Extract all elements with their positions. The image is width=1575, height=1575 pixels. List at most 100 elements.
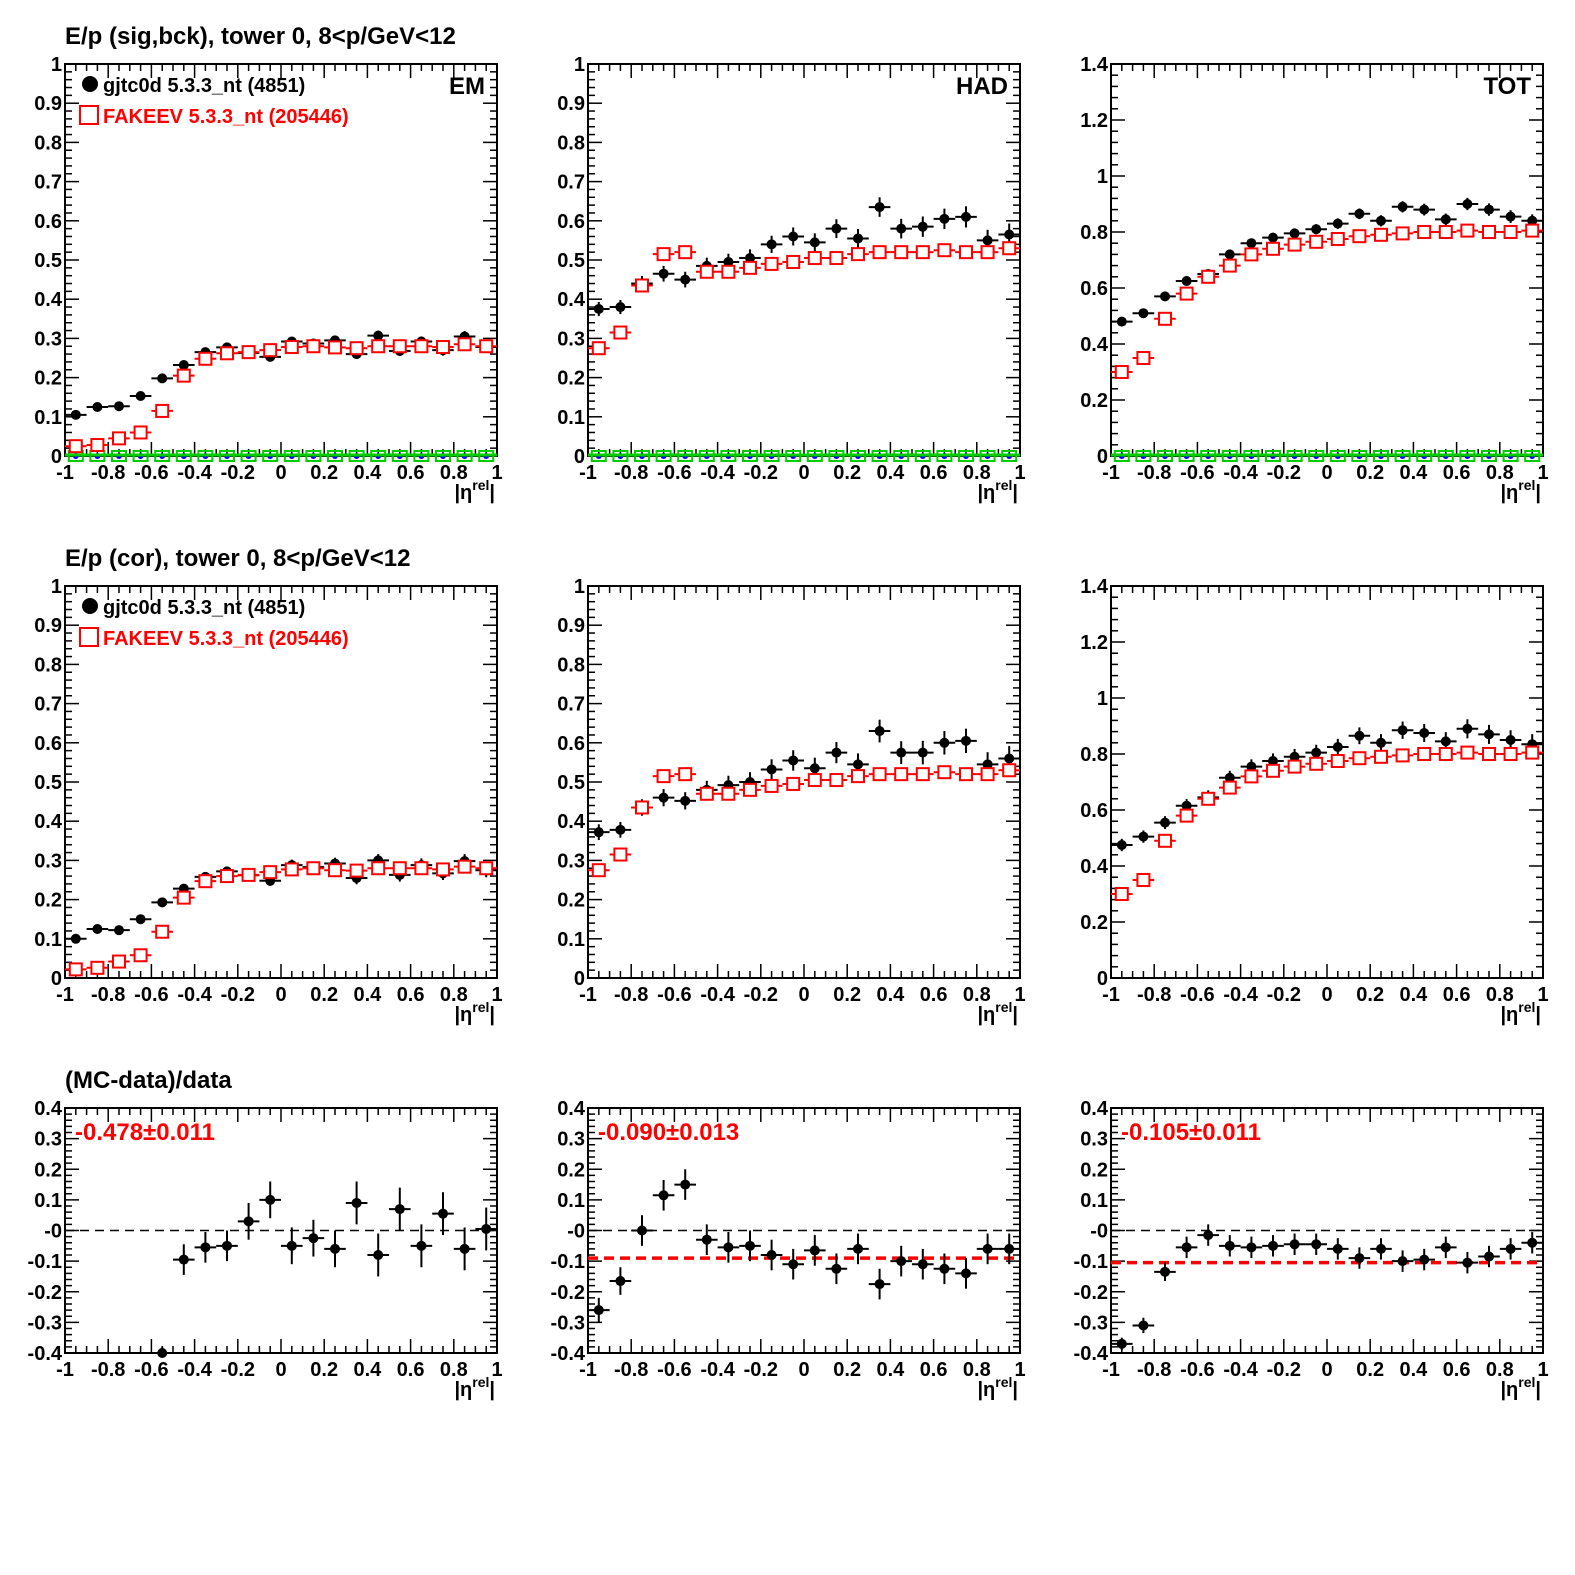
mc-point (112, 954, 126, 969)
data-point (1268, 232, 1278, 243)
y-tick-label: 0.3 (557, 850, 585, 872)
x-tick-label: 0.4 (353, 984, 382, 1006)
data-point (1138, 831, 1149, 842)
x-tick-label: -0.6 (1180, 984, 1214, 1006)
data-point (394, 1204, 405, 1215)
mc-point (392, 861, 407, 876)
data-point (1203, 1230, 1214, 1241)
mc-point (1287, 237, 1302, 252)
y-tick-label: 0.4 (1080, 1098, 1109, 1120)
y-tick-label: 0.1 (34, 407, 62, 429)
data-point (831, 223, 842, 234)
data-point (200, 1242, 211, 1253)
series-mc (1111, 745, 1543, 901)
data-point (178, 360, 189, 371)
data-point (1246, 238, 1257, 249)
mc-point (1395, 226, 1410, 241)
mc-point (591, 341, 606, 356)
x-tick-label: 0 (1321, 462, 1332, 484)
data-point (982, 1243, 993, 1254)
x-tick-label: -0.8 (614, 984, 648, 1006)
x-tick-label: -0.8 (91, 984, 125, 1006)
y-tick-label: -0.1 (1074, 1251, 1108, 1273)
data-point (351, 1197, 362, 1208)
x-tick-label: 0.6 (1443, 462, 1471, 484)
x-tick-label: -0.4 (177, 984, 212, 1006)
mc-point (155, 924, 170, 939)
mc-point (1201, 791, 1216, 806)
x-tick-label: -0.6 (1180, 462, 1214, 484)
data-point (809, 1245, 820, 1256)
x-tick-label: -0.6 (134, 984, 168, 1006)
x-tick-label: 0.8 (1486, 1359, 1514, 1381)
mc-point (1503, 747, 1518, 761)
mc-point (721, 264, 736, 279)
data-point (1354, 208, 1365, 219)
y-tick-label: 0.5 (34, 772, 62, 794)
mc-point (937, 765, 952, 780)
x-tick-label: 1 (1537, 462, 1548, 484)
mc-point (220, 869, 234, 884)
mc-point (133, 425, 148, 440)
y-tick-label: 1.4 (1080, 54, 1109, 76)
data-point (373, 330, 384, 341)
x-tick-label: 0.4 (876, 462, 905, 484)
x-tick-label: -0.4 (177, 1359, 212, 1381)
panels-group: -1 -0.8 -0.6 -0.4 -0.2 0 0.2 0.4 0.6 0.8 1 0 0.1 0.2 0… (28, 54, 1549, 1401)
x-tick-label: 0.4 (876, 1359, 905, 1381)
data-point (1376, 1243, 1386, 1254)
x-tick-label: -0.2 (744, 1359, 778, 1381)
y-tick-label: -0.3 (28, 1312, 62, 1334)
x-tick-label: -0.4 (700, 1359, 735, 1381)
data-point (788, 1259, 799, 1270)
data-point (658, 792, 669, 803)
mc-point (1352, 751, 1367, 766)
data-point (1116, 316, 1127, 327)
x-tick-label: -0.2 (221, 462, 255, 484)
data-point (1004, 753, 1015, 764)
data-point (1138, 1320, 1149, 1331)
x-tick-label: -0.6 (1180, 1359, 1214, 1381)
mc-point (1330, 232, 1345, 246)
data-point (1419, 204, 1430, 215)
y-tick-label: 0.4 (557, 811, 586, 833)
x-tick-label: 0.8 (963, 984, 991, 1006)
x-tick-label: 0 (275, 1359, 286, 1381)
y-tick-label: 1.2 (1080, 632, 1108, 654)
x-tick-label: 1 (1537, 1359, 1548, 1381)
data-point (1354, 1253, 1365, 1264)
mc-point (284, 862, 299, 877)
y-tick-label: 0.7 (34, 172, 62, 194)
mc-point (613, 847, 628, 862)
y-tick-label: -0.2 (1074, 1282, 1108, 1304)
x-tick-label: -0.2 (1267, 984, 1301, 1006)
data-point (1332, 1243, 1343, 1254)
panel-ratio-tot: -1 -0.8 -0.6 -0.4 -0.2 0 0.2 0.4 0.6 0.8 1 -0.4 -0.3… (1074, 1098, 1549, 1401)
data-point (680, 274, 691, 285)
y-tick-label: 0 (574, 968, 585, 990)
x-tick-label: 1 (491, 984, 502, 1006)
data-point (853, 759, 863, 770)
x-tick-label: -0.6 (134, 462, 168, 484)
data-point (961, 735, 971, 746)
mc-point (915, 767, 930, 782)
series-data (1111, 719, 1543, 852)
mc-point (328, 863, 342, 878)
mc-point (1114, 365, 1129, 379)
x-tick-label: 0 (1321, 984, 1332, 1006)
y-tick-label: 0.3 (557, 1129, 585, 1151)
data-point (874, 1279, 885, 1290)
x-tick-label: 0 (1321, 1359, 1332, 1381)
mc-point (786, 254, 801, 269)
mc-point (1201, 269, 1216, 284)
data-point (114, 401, 124, 412)
y-tick-label: 0.1 (34, 1190, 62, 1212)
data-point (114, 925, 124, 936)
mc-point (263, 865, 278, 880)
x-tick-label: 0.6 (1443, 1359, 1471, 1381)
x-tick-label: 0 (798, 1359, 809, 1381)
data-point (1419, 728, 1430, 738)
mc-point (1460, 745, 1475, 760)
mc-point (1417, 747, 1432, 761)
data-point (788, 755, 799, 766)
